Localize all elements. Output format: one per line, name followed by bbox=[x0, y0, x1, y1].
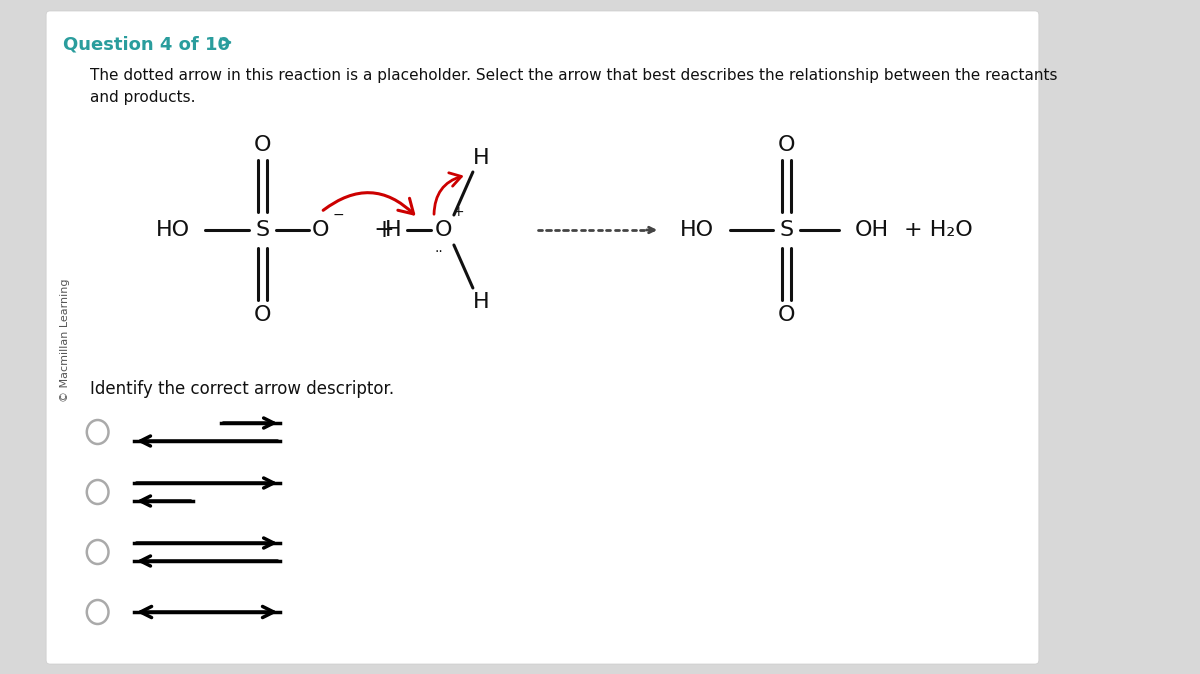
Text: OH: OH bbox=[854, 220, 888, 240]
Text: The dotted arrow in this reaction is a placeholder. Select the arrow that best d: The dotted arrow in this reaction is a p… bbox=[90, 68, 1058, 83]
Text: Question 4 of 10: Question 4 of 10 bbox=[64, 35, 230, 53]
Text: S: S bbox=[256, 220, 269, 240]
Text: and products.: and products. bbox=[90, 90, 196, 105]
FancyArrowPatch shape bbox=[434, 173, 461, 214]
Text: HO: HO bbox=[680, 220, 714, 240]
Text: H: H bbox=[473, 148, 490, 168]
Text: +: + bbox=[374, 218, 395, 242]
Text: −: − bbox=[332, 208, 344, 222]
Text: HO: HO bbox=[156, 220, 190, 240]
Text: O: O bbox=[312, 220, 330, 240]
FancyArrowPatch shape bbox=[323, 193, 414, 214]
Text: ··: ·· bbox=[434, 245, 443, 259]
Text: S: S bbox=[780, 220, 793, 240]
Text: >: > bbox=[217, 35, 232, 53]
Text: Identify the correct arrow descriptor.: Identify the correct arrow descriptor. bbox=[90, 380, 395, 398]
Text: © Macmillan Learning: © Macmillan Learning bbox=[60, 278, 70, 402]
Text: + H₂O: + H₂O bbox=[904, 220, 973, 240]
Text: H: H bbox=[385, 220, 402, 240]
Text: O: O bbox=[253, 135, 271, 155]
Text: O: O bbox=[778, 305, 796, 325]
FancyBboxPatch shape bbox=[46, 11, 1039, 664]
Text: O: O bbox=[778, 135, 796, 155]
Text: H: H bbox=[473, 292, 490, 312]
Text: +: + bbox=[452, 205, 464, 219]
Text: O: O bbox=[434, 220, 451, 240]
Text: O: O bbox=[253, 305, 271, 325]
